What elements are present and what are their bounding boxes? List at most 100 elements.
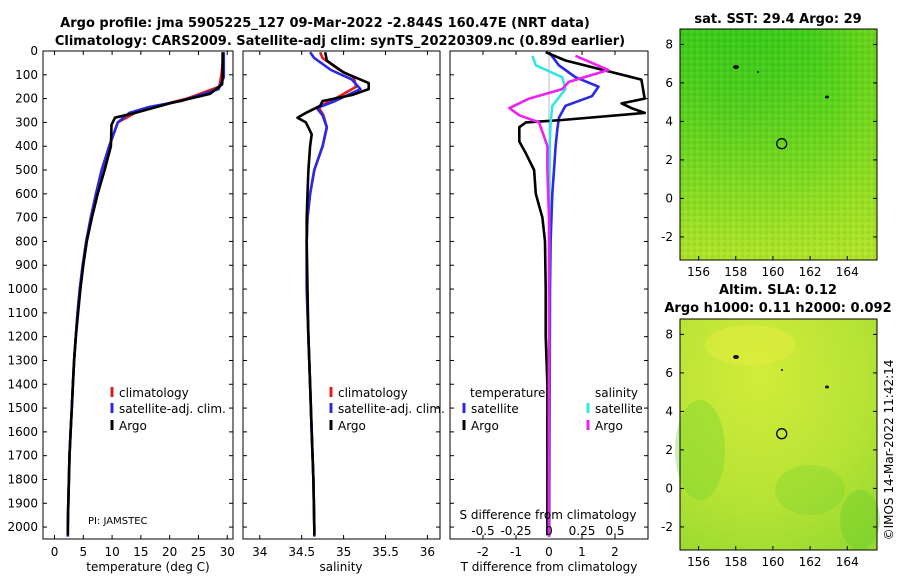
x-tick-label: 15 [133,545,148,559]
map-x-tick-label: 156 [687,265,710,279]
y-tick-label: 0 [30,44,38,58]
series-line-s-argo [508,54,610,537]
y-tick-label: 100 [15,68,38,82]
series-line-argo [66,52,224,536]
map-x-tick-label: 162 [799,265,822,279]
series-line-argo [296,51,371,536]
y-tick-label: 600 [15,187,38,201]
legend-label-argo: Argo [119,419,147,433]
top-tick-label: 0.5 [605,524,624,538]
y-tick-label: 500 [15,163,38,177]
map-x-tick-label: 158 [724,265,747,279]
legend-title-temperature: temperature [470,386,545,400]
sla-float-marker [776,428,788,440]
y-tick-label: 800 [15,234,38,248]
x-tick-label: 30 [220,545,235,559]
x-tick-label: 2 [611,545,619,559]
x-tick-label: 35 [336,545,351,559]
temperature-legend: climatology satellite-adj. clim. Argo [110,386,226,433]
y-tick-label: 1800 [7,472,38,486]
credit-label: ©IMOS 14-Mar-2022 11:42:14 [882,360,896,541]
difference-xlabel: T difference from climatology [460,560,638,574]
map-x-tick-label: 160 [761,555,784,569]
x-tick-label: 20 [162,545,177,559]
map-y-tick-label: 2 [665,153,673,167]
y-tick-label: 1300 [7,353,38,367]
map-x-tick-label: 160 [761,265,784,279]
map-y-tick-label: -2 [661,230,673,244]
series-line-t-argo [517,51,647,536]
sla-map-title-2: Argo h1000: 0.11 h2000: 0.092 [664,301,891,316]
map-y-tick-label: 4 [665,114,673,128]
map-y-tick-label: 8 [665,37,673,51]
map-x-tick-label: 158 [724,555,747,569]
sst-island-2 [825,95,829,99]
sst-island-1 [733,65,739,69]
pi-label: PI: JAMSTEC [88,516,148,527]
top-tick-label: 0 [545,524,553,538]
map-y-tick-label: 6 [665,76,673,90]
top-tick-label: -0.25 [500,524,531,538]
y-tick-label: 700 [15,211,38,225]
legend-label-climatology: climatology [338,386,408,400]
title-line-2: Climatology: CARS2009. Satellite-adj cli… [55,34,625,49]
y-tick-label: 1200 [7,330,38,344]
y-tick-label: 1500 [7,401,38,415]
y-tick-label: 200 [15,92,38,106]
sst-float-marker [776,138,788,150]
y-tick-label: 1100 [7,306,38,320]
difference-panel: -2 -1 0 1 2 T difference from climatology S … [449,50,649,574]
legend-label-s-satellite: satellite [595,402,643,416]
salinity-legend: climatology satellite-adj. clim. Argo [329,386,445,433]
title-line-1: Argo profile: jma 5905225_127 09-Mar-202… [60,16,590,31]
x-tick-label: 1 [578,545,586,559]
legend-label-climatology: climatology [119,386,189,400]
map-x-tick-label: 164 [836,265,859,279]
temperature-axes [42,50,234,540]
difference-legend: temperature salinity satellite Argo sate… [462,386,643,433]
y-tick-label: 1600 [7,425,38,439]
salinity-axes [242,50,441,540]
top-tick-label: 0.25 [569,524,596,538]
y-tick-label: 300 [15,115,38,129]
map-y-tick-label: 2 [665,443,673,457]
sla-map-panel: Altim. SLA: 0.12 Argo h1000: 0.11 h2000:… [661,283,892,569]
x-tick-label: 10 [104,545,119,559]
difference-top-label: S difference from climatology [460,508,637,522]
sla-island-3 [781,369,783,371]
x-tick-label: 5 [79,545,87,559]
sla-island-1 [733,355,739,359]
sla-low-1 [675,400,725,500]
x-tick-label: 36 [420,545,435,559]
x-tick-label: 34 [252,545,267,559]
map-y-tick-label: 6 [665,366,673,380]
sla-map-frame [679,318,878,551]
sst-heatmap-texture [680,29,877,260]
sla-island-2 [825,385,829,389]
sst-map-title: sat. SST: 29.4 Argo: 29 [694,12,861,27]
sst-island-3 [757,71,759,73]
y-tick-label: 1000 [7,282,38,296]
sla-map-title-1: Altim. SLA: 0.12 [719,283,837,298]
sst-map-panel: sat. SST: 29.4 Argo: 29 156 158 160 162 164 -… [661,12,878,279]
legend-label-s-argo: Argo [595,419,623,433]
map-y-tick-label: 8 [665,327,673,341]
temperature-panel: 0100200300400500600700800900100011001200… [7,44,234,574]
legend-label-satellite: satellite-adj. clim. [119,402,226,416]
sla-low-3 [840,490,880,550]
y-tick-label: 1700 [7,449,38,463]
map-y-tick-label: -2 [661,520,673,534]
y-tick-label: 1400 [7,377,38,391]
x-tick-label: 25 [191,545,206,559]
y-tick-label: 1900 [7,496,38,510]
map-x-tick-label: 164 [836,555,859,569]
sla-high-1 [705,325,795,365]
map-y-tick-label: 0 [665,191,673,205]
y-tick-label: 900 [15,258,38,272]
map-y-tick-label: 4 [665,404,673,418]
legend-label-t-argo: Argo [471,419,499,433]
x-tick-label: 0 [545,545,553,559]
legend-label-t-satellite: satellite [471,402,519,416]
x-tick-label: 35.5 [372,545,399,559]
